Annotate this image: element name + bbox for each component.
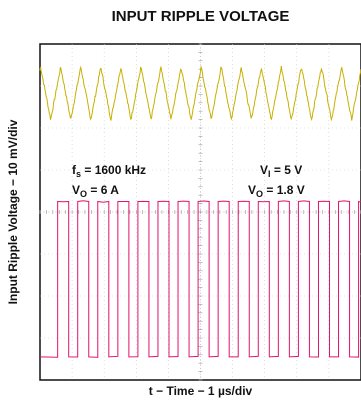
annotation-fs: fs = 1600 kHz — [72, 163, 146, 179]
chart-title: INPUT RIPPLE VOLTAGE — [111, 8, 290, 25]
x-axis-label: t − Time − 1 µs/div — [148, 384, 253, 398]
grid — [39, 43, 361, 381]
annotation-vo-current: VO = 6 A — [72, 183, 119, 199]
ripple-trace — [39, 65, 361, 122]
y-axis-label: Input Ripple Voltage − 10 mV/div — [6, 119, 20, 305]
annotation-vo-voltage: VO = 1.8 V — [248, 183, 305, 199]
annotation-vi: VI = 5 V — [260, 163, 302, 179]
switch-trace — [39, 200, 361, 358]
